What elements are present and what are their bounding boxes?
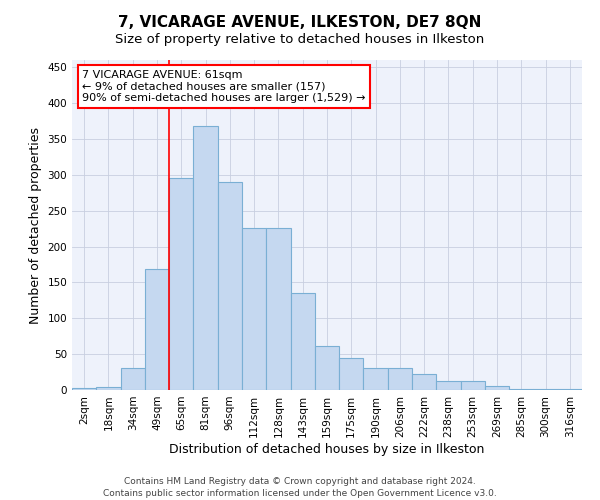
Bar — [315, 346, 339, 390]
Text: 7 VICARAGE AVENUE: 61sqm
← 9% of detached houses are smaller (157)
90% of semi-d: 7 VICARAGE AVENUE: 61sqm ← 9% of detache… — [82, 70, 366, 103]
Text: Size of property relative to detached houses in Ilkeston: Size of property relative to detached ho… — [115, 32, 485, 46]
Bar — [412, 374, 436, 390]
Bar — [96, 387, 121, 390]
Y-axis label: Number of detached properties: Number of detached properties — [29, 126, 42, 324]
Bar — [218, 182, 242, 390]
Bar — [290, 293, 315, 390]
Bar — [388, 368, 412, 390]
Bar — [242, 228, 266, 390]
Bar — [266, 228, 290, 390]
Bar — [169, 178, 193, 390]
Bar — [72, 388, 96, 390]
Bar — [193, 126, 218, 390]
Bar — [436, 382, 461, 390]
Bar — [485, 386, 509, 390]
Bar — [509, 388, 533, 390]
X-axis label: Distribution of detached houses by size in Ilkeston: Distribution of detached houses by size … — [169, 442, 485, 456]
Text: 7, VICARAGE AVENUE, ILKESTON, DE7 8QN: 7, VICARAGE AVENUE, ILKESTON, DE7 8QN — [118, 15, 482, 30]
Bar — [339, 358, 364, 390]
Bar — [533, 388, 558, 390]
Bar — [364, 368, 388, 390]
Bar — [461, 382, 485, 390]
Text: Contains HM Land Registry data © Crown copyright and database right 2024.
Contai: Contains HM Land Registry data © Crown c… — [103, 476, 497, 498]
Bar — [145, 270, 169, 390]
Bar — [121, 368, 145, 390]
